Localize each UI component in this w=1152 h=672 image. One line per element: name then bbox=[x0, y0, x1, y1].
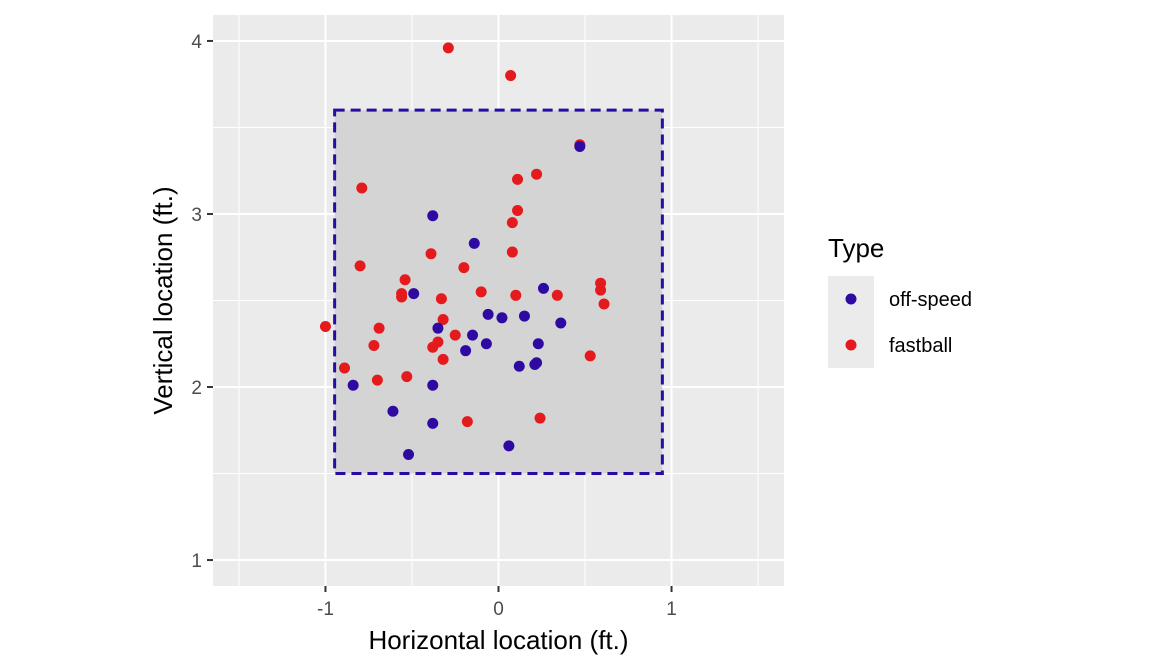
point-fastball bbox=[512, 173, 524, 185]
point-off-speed bbox=[482, 308, 494, 320]
point-fastball bbox=[396, 291, 408, 303]
point-off-speed bbox=[496, 312, 508, 324]
strike-zone bbox=[333, 108, 664, 476]
point-off-speed bbox=[427, 210, 439, 222]
point-fastball bbox=[506, 217, 518, 229]
point-fastball bbox=[584, 350, 596, 362]
point-fastball bbox=[449, 329, 461, 341]
point-fastball bbox=[425, 248, 437, 260]
point-off-speed bbox=[513, 360, 525, 372]
x-axis: -1 0 1 bbox=[317, 586, 677, 620]
point-fastball bbox=[461, 416, 473, 428]
point-off-speed bbox=[480, 338, 492, 350]
point-off-speed bbox=[427, 379, 439, 391]
x-axis-title: Horizontal location (ft.) bbox=[368, 625, 628, 655]
legend-marker-fastball bbox=[845, 339, 857, 351]
legend: Type off-speed fastball bbox=[828, 233, 972, 368]
point-fastball bbox=[475, 286, 487, 298]
point-fastball bbox=[339, 362, 351, 374]
y-axis: 1 2 3 4 bbox=[191, 32, 213, 572]
point-fastball bbox=[458, 262, 470, 274]
point-off-speed bbox=[467, 329, 479, 341]
point-off-speed bbox=[532, 338, 544, 350]
point-fastball bbox=[598, 298, 610, 310]
y-axis-title: Vertical location (ft.) bbox=[148, 186, 178, 414]
point-fastball bbox=[354, 260, 366, 272]
point-fastball bbox=[401, 371, 413, 383]
legend-title: Type bbox=[828, 233, 884, 263]
point-fastball bbox=[356, 182, 368, 194]
y-tick-label: 2 bbox=[191, 378, 202, 399]
point-fastball bbox=[437, 353, 449, 365]
point-off-speed bbox=[387, 405, 399, 417]
x-tick-label: -1 bbox=[317, 599, 334, 620]
point-off-speed bbox=[460, 345, 472, 357]
point-fastball bbox=[442, 42, 454, 54]
point-fastball bbox=[437, 314, 449, 326]
point-off-speed bbox=[555, 317, 567, 329]
point-off-speed bbox=[531, 357, 543, 369]
point-fastball bbox=[510, 289, 522, 301]
point-fastball bbox=[371, 374, 383, 386]
y-tick-label: 1 bbox=[191, 551, 202, 572]
point-fastball bbox=[319, 320, 331, 332]
legend-label-fastball: fastball bbox=[889, 335, 952, 357]
point-fastball bbox=[435, 293, 447, 305]
point-fastball bbox=[373, 322, 385, 334]
point-off-speed bbox=[432, 322, 444, 334]
data-points bbox=[319, 42, 610, 460]
legend-items: off-speed fastball bbox=[828, 276, 972, 368]
point-fastball bbox=[368, 339, 380, 351]
point-fastball bbox=[427, 341, 439, 353]
point-fastball bbox=[595, 284, 607, 296]
y-tick-label: 3 bbox=[191, 205, 202, 226]
point-off-speed bbox=[468, 237, 480, 249]
point-off-speed bbox=[574, 141, 586, 153]
x-tick-label: 1 bbox=[666, 599, 677, 620]
point-fastball bbox=[531, 168, 543, 180]
point-fastball bbox=[399, 274, 411, 286]
point-off-speed bbox=[427, 417, 439, 429]
point-off-speed bbox=[518, 310, 530, 322]
point-off-speed bbox=[347, 379, 359, 391]
legend-label-off-speed: off-speed bbox=[889, 289, 972, 311]
point-fastball bbox=[534, 412, 546, 424]
legend-marker-off-speed bbox=[845, 293, 857, 305]
point-fastball bbox=[512, 205, 524, 217]
point-fastball bbox=[506, 246, 518, 258]
point-off-speed bbox=[408, 288, 420, 300]
y-tick-label: 4 bbox=[191, 32, 202, 53]
point-off-speed bbox=[537, 282, 549, 294]
x-tick-label: 0 bbox=[493, 599, 504, 620]
point-off-speed bbox=[503, 440, 515, 452]
point-fastball bbox=[505, 70, 517, 82]
point-off-speed bbox=[403, 448, 415, 460]
point-fastball bbox=[551, 289, 563, 301]
